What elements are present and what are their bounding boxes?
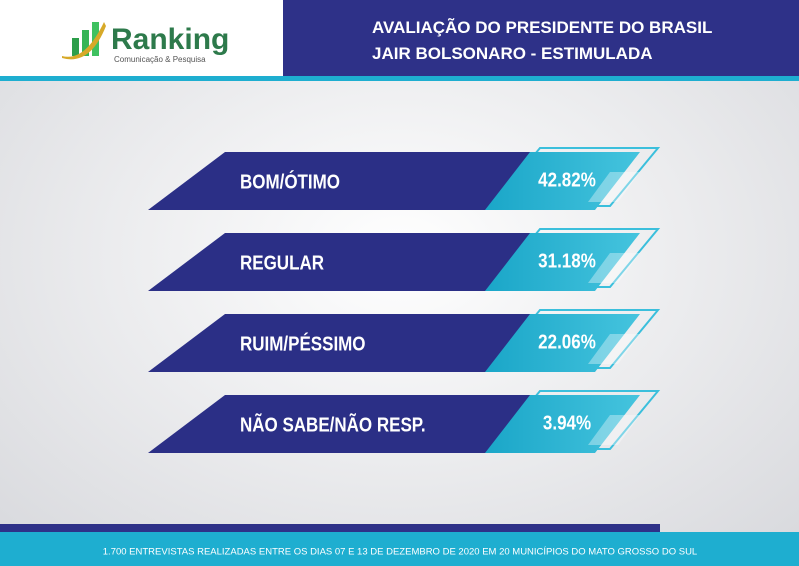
logo-text: Ranking [111, 23, 229, 56]
footer-text: 1.700 ENTREVISTAS REALIZADAS ENTRE OS DI… [103, 547, 697, 558]
value-box [485, 152, 640, 210]
header-bar [283, 0, 799, 76]
footer-bar [0, 532, 799, 566]
value-box [485, 233, 640, 291]
row-bar [148, 152, 545, 210]
row-value: 3.94% [543, 411, 591, 434]
row-bar [148, 314, 545, 372]
row-bar [148, 395, 545, 453]
value-box [485, 314, 640, 372]
row-label: BOM/ÓTIMO [240, 170, 340, 193]
logo-box [0, 0, 283, 76]
row-label: NÃO SABE/NÃO RESP. [240, 413, 426, 436]
footer-line [0, 524, 660, 532]
rows: BOM/ÓTIMO 42.82% REGULAR 31.18% RUIM/PÉSSIMO… [148, 147, 661, 453]
title: JAIR BOLSONARO - ESTIMULADA [372, 44, 653, 63]
row-value: 31.18% [538, 249, 596, 272]
row-value: 42.82% [538, 168, 596, 191]
logo-subtitle: Comunicação & Pesquisa [114, 55, 206, 64]
row-label: REGULAR [240, 251, 325, 274]
header-line [0, 76, 799, 81]
value-box [485, 395, 640, 453]
title: AVALIAÇÃO DO PRESIDENTE DO BRASIL [372, 17, 712, 37]
value-box-shine [588, 334, 640, 364]
value-box-shine [588, 172, 640, 202]
value-box-shine [588, 415, 640, 445]
row-bar [148, 233, 545, 291]
logo-icon [62, 22, 106, 60]
row-value: 22.06% [538, 330, 596, 353]
row-label: RUIM/PÉSSIMO [240, 332, 366, 355]
value-box-shine [588, 253, 640, 283]
